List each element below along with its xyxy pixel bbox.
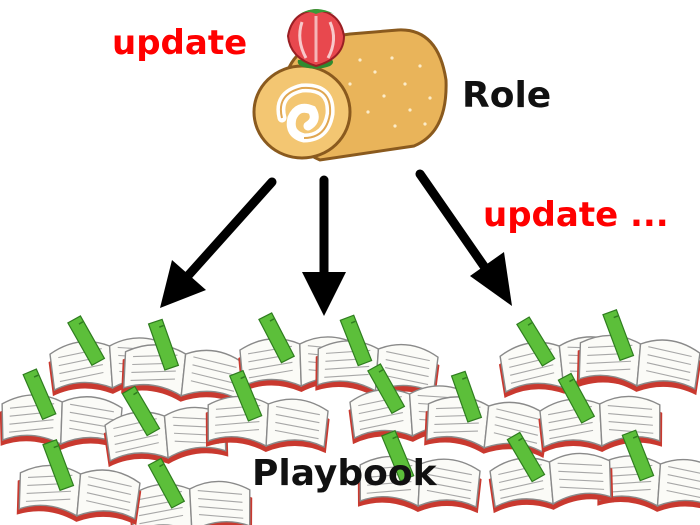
open-book-icon — [125, 453, 255, 525]
arrow-left — [160, 177, 277, 308]
arrow-middle — [302, 175, 346, 316]
arrow-right — [415, 169, 512, 306]
strawberry-icon — [286, 8, 346, 69]
playbook-label: Playbook — [252, 453, 437, 494]
open-book-icon — [573, 305, 700, 398]
roll-cake-icon — [252, 28, 448, 162]
update-label-right: update ... — [483, 195, 669, 235]
role-label: Role — [462, 75, 552, 116]
update-label-top: update — [112, 23, 248, 63]
